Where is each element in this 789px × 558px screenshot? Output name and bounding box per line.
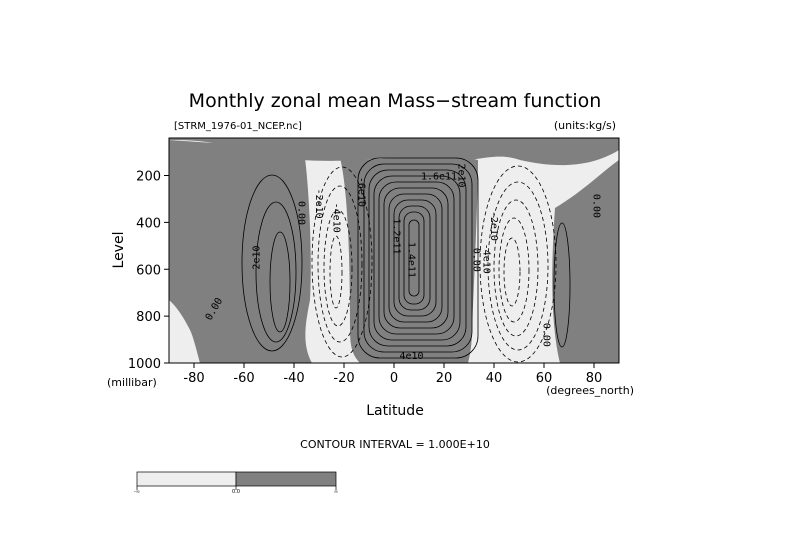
contour-hadley-3 [368,169,467,347]
units-label: (units:kg/s) [554,119,616,132]
contour-label: 1.4e11 [406,242,417,278]
x-tick-label: 80 [586,371,603,386]
colorbar-label-zero: 0.0 [232,489,240,495]
y-tick-label: 400 [136,216,161,231]
contour-label: 0.00 [541,323,552,347]
contour-nh-neg-1 [479,165,557,363]
contour-nh-neg-4 [498,217,530,323]
x-tick-label: 60 [536,371,553,386]
plot-area: 2e10 0.00 -2e10 -4e10 -6e10 1.2e11 1.4e11 1.6e1… [169,138,619,363]
contour-sh-neg-4 [329,235,343,309]
contour-label: -2e10 [488,211,499,241]
y-tick-label: 600 [136,263,161,278]
contour-interval-label: CONTOUR INTERVAL = 1.000E+10 [300,438,490,451]
contour-hadley-1 [357,157,479,359]
contour-hadley-9 [398,205,431,311]
colorbar-positive-swatch [235,471,337,487]
contour-lines [241,157,571,363]
contour-hadley-7 [388,193,443,323]
contour-nh-pos-1 [553,222,571,348]
colorbar-negative-swatch [136,471,237,487]
x-tick-label: -20 [333,371,354,386]
contour-label: -2e10 [313,189,324,219]
contour-hadley-11 [408,219,420,297]
contour-sh-neg-1 [311,166,373,358]
contour-label: 4e10 [399,351,423,362]
source-file-label: [STRM_1976-01_NCEP.nc] [174,121,302,132]
contour-label: 2e10 [252,245,263,269]
colorbar-label-neg-inf: -∞ [134,489,140,495]
x-tick-label: -40 [283,371,304,386]
positive-region-west [169,140,312,363]
contour-label: 0.00 [471,248,482,272]
x-tick-label: 0 [390,371,398,386]
y-tick-label: 800 [136,310,161,325]
contour-sh-neg-2 [317,185,363,343]
x-units-label: (degrees_north) [546,384,634,397]
y-axis-ticks: 200 400 600 800 1000 [128,170,169,372]
y-units-label: (millibar) [107,376,157,389]
x-axis-label: Latitude [366,403,424,419]
contour-nh-neg-3 [493,199,539,337]
contour-nh-neg-2 [487,181,549,351]
contour-label: 2e10 [456,163,467,187]
x-tick-label: -60 [233,371,254,386]
contour-label: -6e10 [356,177,367,207]
contour-nh-neg-5 [503,237,521,307]
contour-label: -4e10 [331,203,342,233]
contour-sh-pos-3 [269,231,291,333]
contour-label: 1.2e11 [391,218,402,254]
colorbar-label-pos-inf: ∞ [334,489,338,495]
contour-hadley-6 [383,187,449,329]
contour-label: 1.6e11 [421,172,457,183]
y-tick-label: 200 [136,170,161,185]
contour-hadley-10 [403,211,425,305]
contour-hadley-2 [363,163,473,353]
contour-hadley-4 [373,175,461,341]
contour-sh-neg-3 [323,209,353,327]
contour-sh-pos-2 [255,201,297,343]
contour-label: 0.00 [296,201,307,225]
contour-label: -4e10 [481,244,492,274]
contour-hadley-8 [393,199,437,317]
y-axis-label: Level [111,232,127,269]
contour-label: 0.00 [591,194,602,218]
x-axis-ticks: -80 -60 -40 -20 0 20 40 60 80 [183,363,602,386]
x-tick-label: 40 [486,371,503,386]
contour-hadley-5 [378,181,455,335]
chart-title: Monthly zonal mean Mass−stream function [189,90,602,112]
y-tick-label: 1000 [128,357,161,372]
colorbar: -∞ 0.0 ∞ [134,471,338,495]
contour-sh-pos-1 [241,174,303,352]
x-tick-label: -80 [183,371,204,386]
x-tick-label: 20 [436,371,453,386]
